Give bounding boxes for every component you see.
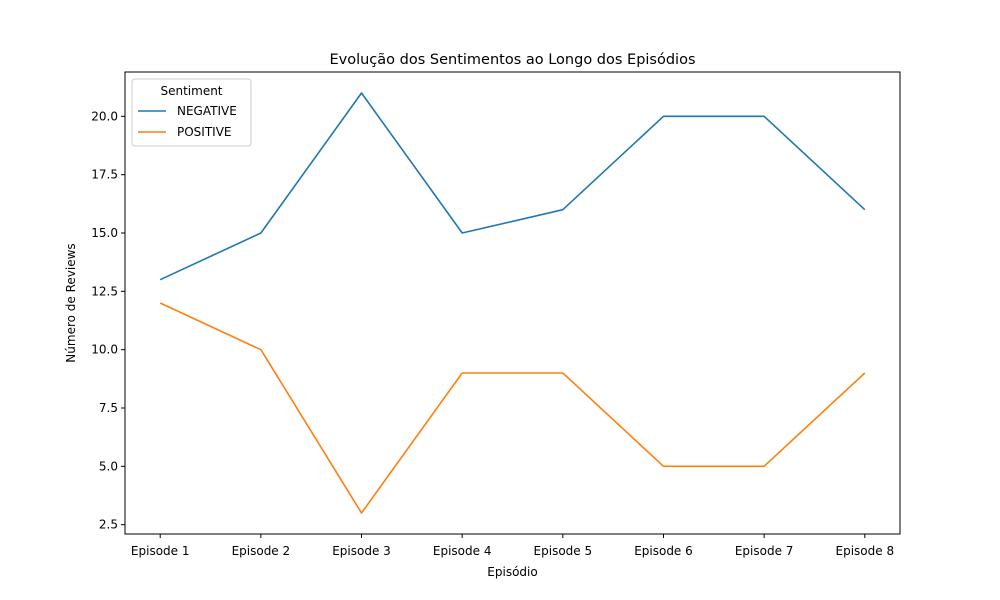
y-tick-label: 17.5 bbox=[91, 168, 118, 182]
x-tick-label: Episode 6 bbox=[634, 544, 693, 558]
chart-title: Evolução dos Sentimentos ao Longo dos Ep… bbox=[329, 52, 695, 68]
y-tick-label: 15.0 bbox=[91, 226, 118, 240]
legend-label-negative: NEGATIVE bbox=[177, 104, 237, 118]
x-tick-label: Episode 2 bbox=[232, 544, 291, 558]
x-tick-label: Episode 5 bbox=[534, 544, 593, 558]
y-tick-label: 12.5 bbox=[91, 284, 118, 298]
x-tick-label: Episode 7 bbox=[735, 544, 794, 558]
x-tick-label: Episode 1 bbox=[131, 544, 190, 558]
legend-label-positive: POSITIVE bbox=[177, 125, 232, 139]
y-tick-label: 10.0 bbox=[91, 343, 118, 357]
legend: Sentiment NEGATIVE POSITIVE bbox=[131, 78, 252, 147]
y-tick-label: 2.5 bbox=[99, 518, 118, 532]
series-line-negative bbox=[159, 92, 866, 281]
x-tick-label: Episode 8 bbox=[836, 544, 895, 558]
y-tick-label: 20.0 bbox=[91, 109, 118, 123]
plot-area bbox=[124, 71, 901, 535]
legend-title: Sentiment bbox=[160, 84, 222, 98]
axis-ticks: Episode 1 Episode 2 Episode 3 Episode 4 Epis… bbox=[91, 109, 894, 558]
y-tick-label: 7.5 bbox=[99, 401, 118, 415]
y-axis-title: Número de Reviews bbox=[64, 243, 78, 362]
x-tick-label: Episode 3 bbox=[332, 544, 391, 558]
x-tick-label: Episode 4 bbox=[433, 544, 492, 558]
series-line-positive bbox=[159, 302, 866, 514]
series-lines bbox=[159, 92, 866, 514]
legend-box bbox=[131, 78, 252, 147]
y-tick-label: 5.0 bbox=[99, 459, 118, 473]
x-axis-title: Episódio bbox=[487, 565, 537, 579]
